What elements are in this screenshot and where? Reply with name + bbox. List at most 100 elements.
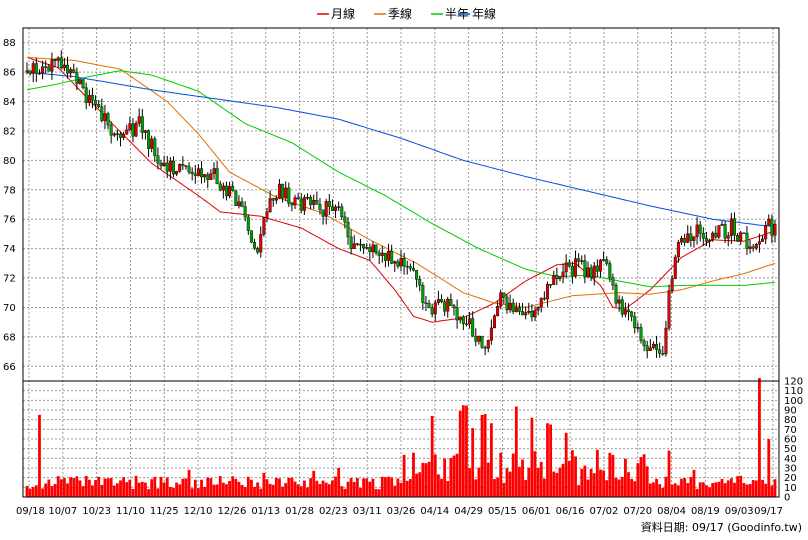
- candle-body: [764, 225, 768, 240]
- candle-body: [299, 198, 303, 211]
- volume-bar: [349, 478, 353, 497]
- volume-bar: [334, 476, 337, 497]
- candle-body: [449, 299, 453, 306]
- candle-body: [455, 307, 459, 321]
- candle-body: [683, 238, 687, 243]
- candle-body: [411, 268, 415, 271]
- candle-body: [100, 106, 104, 121]
- candle-body: [259, 234, 263, 253]
- volume-bar: [633, 481, 637, 497]
- candle-body: [302, 197, 306, 211]
- candle-body: [393, 261, 397, 264]
- candle-body: [324, 201, 328, 217]
- volume-tick-label: 80: [784, 415, 797, 426]
- candle-body: [171, 160, 175, 175]
- volume-bar: [427, 461, 431, 497]
- volume-bar: [664, 476, 668, 497]
- candle-body: [698, 224, 702, 234]
- volume-bar: [480, 415, 484, 497]
- date-tick-label: 01/28: [285, 506, 314, 517]
- volume-bar: [225, 484, 228, 497]
- volume-bar: [112, 485, 116, 497]
- candle-body: [711, 232, 715, 241]
- volume-bar: [461, 405, 465, 497]
- candle-body: [521, 311, 525, 316]
- volume-bar: [309, 478, 313, 497]
- volume-bar: [296, 484, 300, 497]
- candle-body: [153, 138, 157, 156]
- candle-body: [78, 79, 82, 84]
- candle-body: [598, 259, 602, 272]
- volume-bar: [580, 468, 584, 497]
- volume-bar: [676, 485, 680, 497]
- volume-bar: [720, 478, 724, 497]
- date-tick-label: 09/03: [725, 506, 754, 517]
- volume-bar: [695, 488, 699, 497]
- candle-body: [567, 262, 571, 267]
- volume-tick-label: 30: [784, 464, 797, 475]
- ma-line: [26, 71, 776, 228]
- volume-bar: [595, 449, 599, 497]
- volume-bar: [278, 478, 281, 497]
- candle-body: [47, 66, 51, 72]
- candle-body: [212, 168, 216, 174]
- volume-bar: [611, 454, 615, 497]
- volume-bar: [599, 469, 602, 497]
- volume-bar: [748, 484, 752, 497]
- date-tick-label: 04/29: [454, 506, 483, 517]
- candle-body: [87, 95, 91, 103]
- volume-bar: [259, 488, 263, 497]
- volume-bar: [44, 483, 48, 497]
- volume-bar: [91, 485, 94, 497]
- candle-body: [608, 263, 612, 278]
- volume-bar: [41, 488, 44, 497]
- volume-bar: [627, 472, 630, 497]
- volume-bar: [449, 458, 453, 497]
- volume-bar: [736, 476, 740, 497]
- candle-body: [773, 223, 777, 236]
- volume-bar: [268, 483, 272, 497]
- candle-body: [558, 276, 562, 280]
- volume-bar: [34, 485, 38, 497]
- ma-line: [26, 56, 776, 323]
- candle-body: [218, 183, 222, 191]
- volume-bar: [393, 485, 397, 497]
- date-tick-label: 01/13: [251, 506, 280, 517]
- volume-bar: [109, 478, 113, 497]
- volume-bar: [499, 452, 503, 497]
- volume-bar: [620, 476, 624, 497]
- volume-bar: [733, 482, 736, 497]
- candle-body: [327, 201, 331, 207]
- candle-body: [474, 335, 478, 342]
- candle-body: [583, 260, 587, 278]
- volume-bar: [374, 489, 378, 497]
- candle-body: [50, 59, 54, 72]
- volume-bar: [577, 485, 581, 497]
- candle-body: [69, 69, 73, 74]
- date-tick-label: 03/26: [387, 506, 416, 517]
- volume-bar: [150, 479, 154, 497]
- volume-bar: [586, 479, 590, 497]
- volume-bar: [592, 473, 596, 497]
- volume-bar: [156, 488, 160, 497]
- volume-bar: [546, 423, 549, 497]
- candle-body: [714, 232, 718, 238]
- candle-body: [156, 155, 160, 164]
- candle-body: [346, 221, 350, 238]
- volume-bar: [408, 479, 412, 497]
- volume-bar: [38, 414, 41, 497]
- volume-bar: [655, 478, 658, 497]
- candle-body: [371, 244, 375, 253]
- candle-body: [761, 238, 765, 242]
- volume-bar: [387, 476, 390, 497]
- candle-body: [440, 299, 444, 302]
- volume-bar: [574, 456, 577, 497]
- candle-body: [115, 133, 119, 135]
- volume-bar: [206, 477, 210, 497]
- price-tick-label: 72: [3, 274, 16, 285]
- candle-body: [676, 241, 680, 258]
- candle-body: [499, 292, 503, 307]
- candle-body: [380, 252, 384, 256]
